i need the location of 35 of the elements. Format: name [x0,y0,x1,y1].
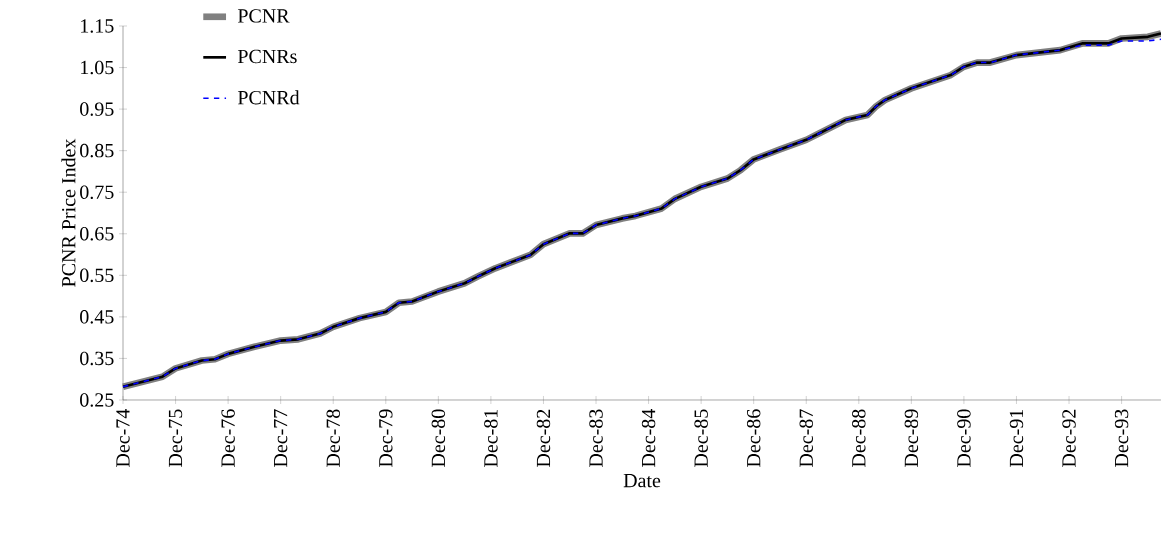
y-tick-label: 1.15 [81,19,114,33]
x-tick-label: Dec-78 [326,409,340,467]
y-tick-label: 0.95 [80,102,114,116]
x-tick-label: Dec-93 [1114,409,1129,467]
legend-label: PCNR [237,9,290,23]
y-tick-label: 1.05 [81,60,114,75]
x-tick-label: Dec-77 [274,409,288,467]
x-tick-label: Dec-84 [641,409,656,467]
y-axis-title: PCNR Price Index [61,138,76,287]
x-tick-label: Dec-91 [1009,409,1024,467]
x-tick-label: Dec-79 [379,409,393,467]
x-tick-label: Dec-83 [589,409,603,467]
x-tick-label: Dec-75 [168,409,183,467]
x-tick-label: Dec-89 [904,409,919,467]
x-tick-label: Dec-86 [746,409,761,467]
x-axis-title: Date [623,474,661,488]
x-tick-label: Dec-76 [221,409,235,467]
y-tick-label: 0.35 [80,351,114,366]
x-tick-label: Dec-74 [116,409,130,467]
y-tick-label: 0.75 [80,185,114,200]
legend-label: PCNRd [237,90,300,105]
x-tick-label: Dec-88 [852,409,866,467]
x-tick-label: Dec-90 [957,409,971,467]
y-tick-label: 0.45 [80,310,114,324]
y-tick-label: 0.25 [80,393,114,407]
x-tick-label: Dec-82 [536,409,551,467]
y-tick-label: 0.55 [80,268,114,283]
y-tick-label: 0.65 [80,226,114,241]
legend-label: PCNRs [237,49,297,64]
x-tick-label: Dec-81 [484,409,498,467]
x-tick-label: Dec-85 [694,409,708,467]
x-tick-label: Dec-87 [799,409,813,467]
x-tick-label: Dec-80 [431,409,446,467]
y-tick-label: 0.85 [80,143,114,158]
x-tick-label: Dec-92 [1062,409,1076,467]
